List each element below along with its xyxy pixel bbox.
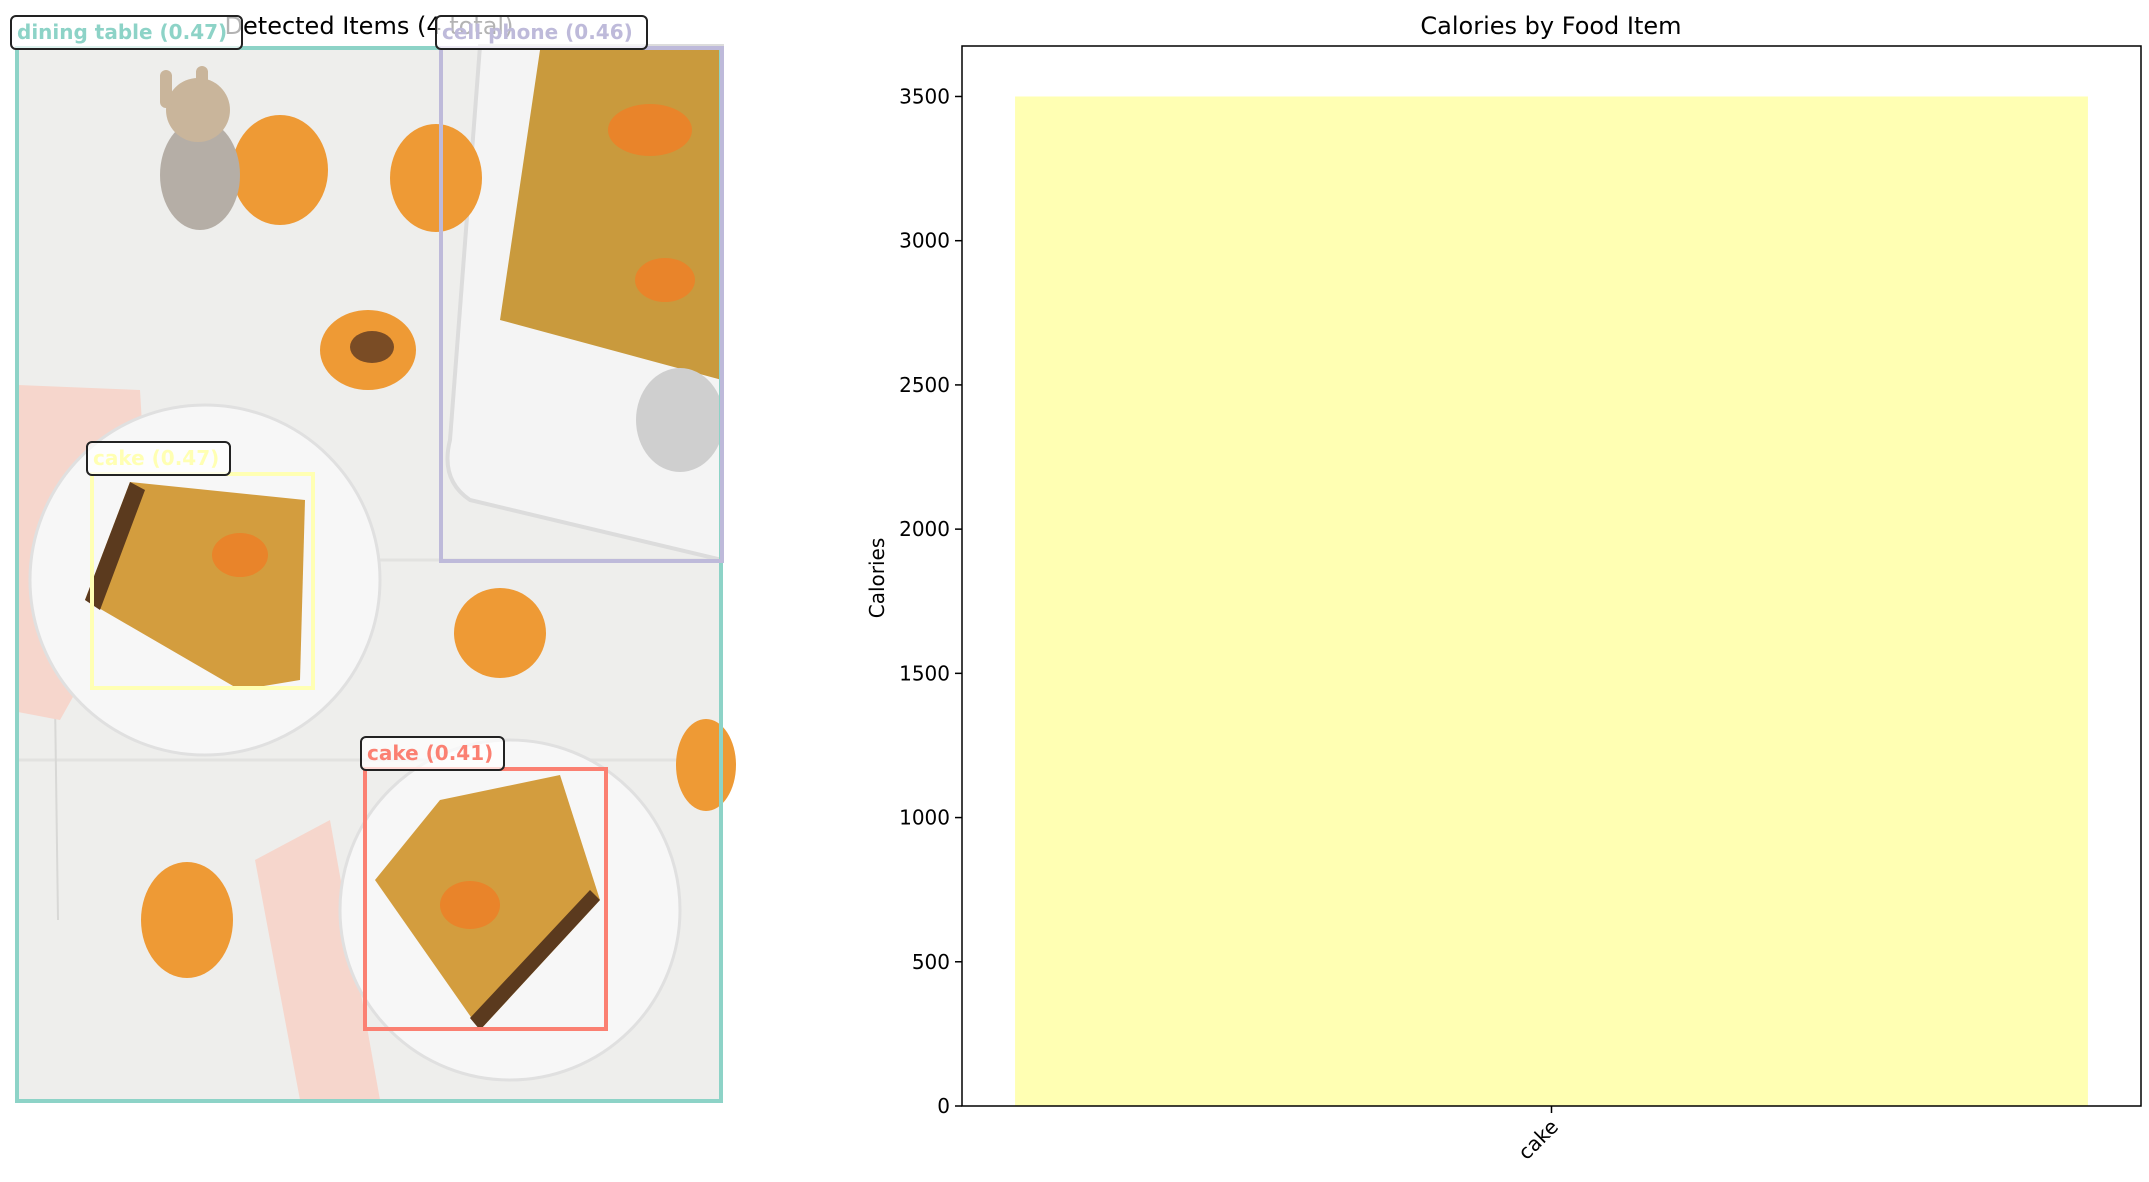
- detection-label-text: dining table (0.47): [17, 20, 227, 44]
- y-axis-label: Calories: [865, 538, 889, 619]
- detection-label-cake-2: cake (0.41): [360, 736, 505, 771]
- detection-label-cell-phone: cell phone (0.46): [435, 15, 648, 50]
- y-tick-label: 1000: [899, 806, 950, 830]
- bars-layer: [1015, 96, 2088, 1106]
- detection-label-text: cell phone (0.46): [442, 20, 633, 44]
- food-photo: [16, 44, 736, 1101]
- y-tick-label: 2000: [899, 517, 950, 541]
- bar-cake: [1015, 96, 2088, 1106]
- detection-label-cake-1: cake (0.47): [86, 441, 231, 476]
- y-axis: 0 500 1000 1500 2000 2500 3000 3500: [899, 84, 962, 1118]
- detection-label-text: cake (0.47): [93, 446, 219, 470]
- y-tick-label: 3000: [899, 229, 950, 253]
- detection-panel: Detected Items (4 total): [10, 12, 736, 1103]
- y-tick-label: 2500: [899, 373, 950, 397]
- chart-title: Calories by Food Item: [1420, 12, 1681, 40]
- x-axis: cake: [1513, 1106, 1563, 1164]
- detection-label-text: cake (0.41): [367, 741, 493, 765]
- calories-chart: Calories by Food Item 0 500 1000 1500 2000 25…: [865, 12, 2142, 1164]
- y-tick-label: 3500: [899, 84, 950, 108]
- y-tick-label: 1500: [899, 661, 950, 685]
- detection-label-dining-table: dining table (0.47): [10, 15, 243, 50]
- x-tick-label: cake: [1513, 1115, 1563, 1165]
- y-tick-label: 0: [937, 1094, 950, 1118]
- y-tick-label: 500: [912, 950, 950, 974]
- detection-box-dining-table: [15, 46, 723, 1103]
